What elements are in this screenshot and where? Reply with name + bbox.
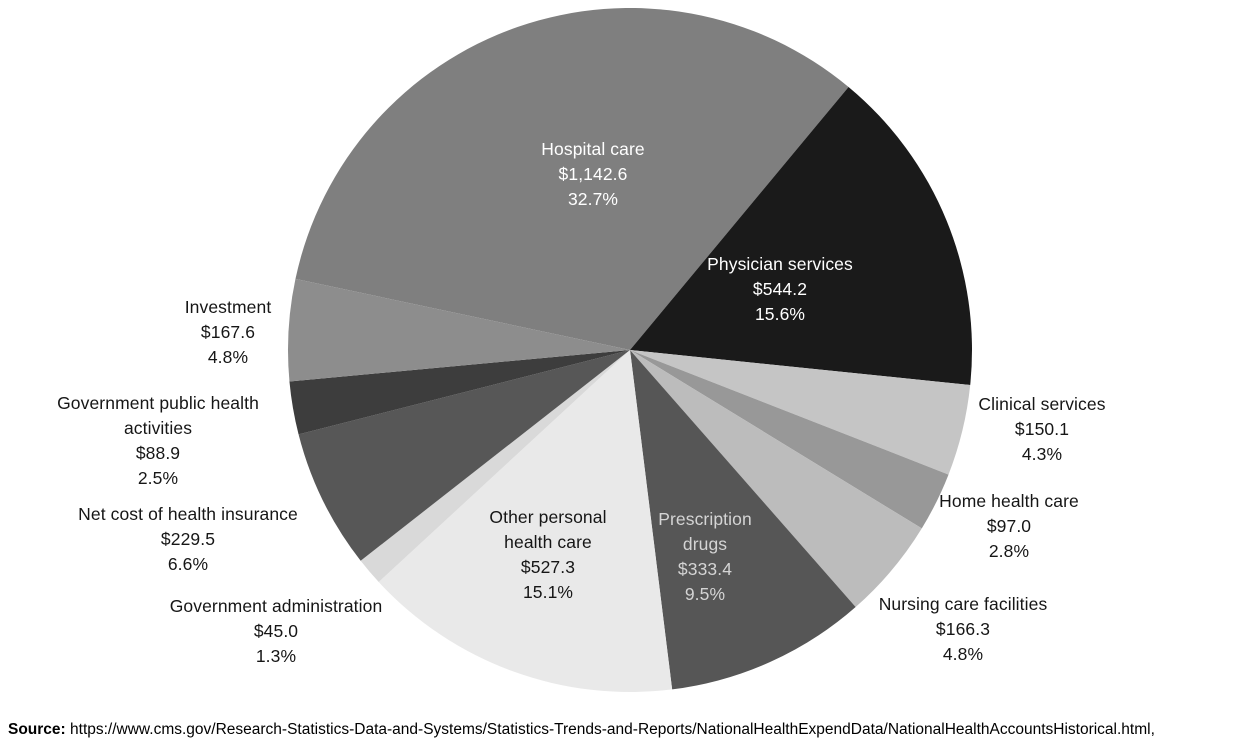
label-net-cost-of-health-insurance: Net cost of health insurance $229.5 6.6% — [23, 502, 353, 577]
label-physician-services: Physician services $544.2 15.6% — [670, 252, 890, 327]
pie-slice-physician-services — [630, 86, 972, 386]
label-hospital-care: Hospital care $1,142.6 32.7% — [483, 137, 703, 212]
segment-value: $229.5 — [160, 529, 216, 549]
pie-slice-government-public-health-activities — [289, 350, 630, 435]
segment-percent: 6.6% — [167, 554, 209, 574]
source-url: https://www.cms.gov/Research-Statistics-… — [65, 721, 1155, 738]
segment-name: Net cost of health insurance — [78, 504, 298, 524]
segment-name: Prescription drugs — [658, 509, 752, 554]
segment-value: $97.0 — [986, 516, 1032, 536]
segment-value: $45.0 — [253, 621, 299, 641]
segment-value: $150.1 — [1014, 419, 1070, 439]
pie-slice-home-health-care — [630, 350, 949, 529]
segment-value: $333.4 — [677, 559, 733, 579]
pie-slice-clinical-services — [630, 350, 971, 475]
segment-name: Other personal health care — [489, 507, 607, 552]
label-clinical-services: Clinical services $150.1 4.3% — [942, 392, 1142, 467]
segment-value: $1,142.6 — [558, 164, 628, 184]
label-nursing-care-facilities: Nursing care facilities $166.3 4.8% — [843, 592, 1083, 667]
segment-name: Hospital care — [541, 139, 645, 159]
segment-value: $167.6 — [200, 322, 256, 342]
segment-percent: 2.5% — [137, 468, 179, 488]
segment-percent: 2.8% — [988, 541, 1030, 561]
pie-slice-net-cost-of-health-insurance — [298, 350, 630, 561]
segment-name: Government public health activities — [57, 393, 259, 438]
segment-value: $527.3 — [520, 557, 576, 577]
segment-percent: 1.3% — [255, 646, 297, 666]
segment-percent: 4.3% — [1021, 444, 1063, 464]
label-investment: Investment $167.6 4.8% — [148, 295, 308, 370]
pie-slice-hospital-care — [295, 7, 849, 350]
pie-slice-investment — [287, 278, 630, 382]
pie-slice-nursing-care-facilities — [630, 350, 922, 608]
segment-name: Government administration — [169, 596, 383, 616]
source-label: Source: — [8, 721, 66, 738]
pie-slice-government-administration — [360, 350, 630, 583]
segment-value: $166.3 — [935, 619, 991, 639]
segment-name: Home health care — [939, 491, 1079, 511]
source-citation: Source: https://www.cms.gov/Research-Sta… — [8, 721, 1243, 739]
segment-name: Investment — [184, 297, 272, 317]
segment-value: $544.2 — [752, 279, 808, 299]
segment-value: $88.9 — [135, 443, 181, 463]
segment-name: Physician services — [707, 254, 853, 274]
pie-slice-prescription-drugs — [630, 350, 856, 690]
label-prescription-drugs: Prescription drugs $333.4 9.5% — [649, 507, 761, 607]
segment-name: Nursing care facilities — [878, 594, 1048, 614]
label-government-administration: Government administration $45.0 1.3% — [126, 594, 426, 669]
segment-percent: 32.7% — [567, 189, 619, 209]
label-other-personal-health-care: Other personal health care $527.3 15.1% — [472, 505, 624, 605]
segment-percent: 15.6% — [754, 304, 806, 324]
segment-percent: 4.8% — [942, 644, 984, 664]
label-government-public-health-activities: Government public health activities $88.… — [38, 391, 278, 491]
label-home-health-care: Home health care $97.0 2.8% — [909, 489, 1109, 564]
segment-percent: 9.5% — [684, 584, 726, 604]
segment-percent: 15.1% — [522, 582, 574, 602]
segment-name: Clinical services — [978, 394, 1106, 414]
segment-percent: 4.8% — [207, 347, 249, 367]
pie-slice-other-personal-health-care — [378, 350, 673, 692]
